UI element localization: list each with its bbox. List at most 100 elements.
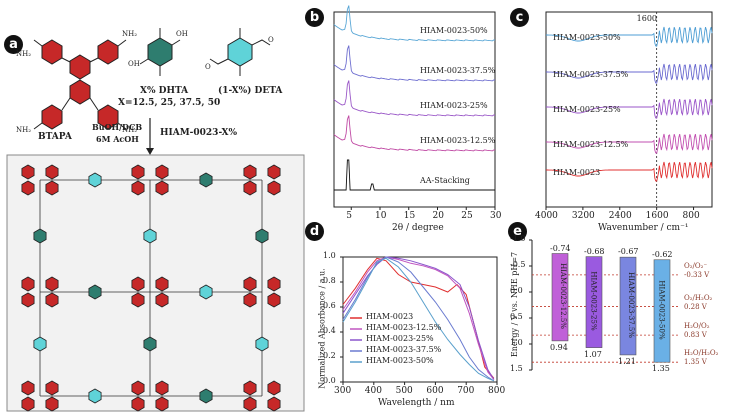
xrd-x-axis-label: 2θ / degree (392, 223, 444, 233)
linker-ring (33, 336, 47, 352)
btapa-ring (45, 276, 59, 292)
btapa-ring (45, 380, 59, 396)
ftir-x-axis-label: Wavenumber / cm⁻¹ (598, 223, 689, 233)
uvvis-series-line (342, 256, 495, 380)
ftir-series-line (546, 133, 713, 154)
ftir-series-line (546, 161, 713, 182)
ftir-annotation: 1600 (636, 14, 658, 23)
btapa-ring (45, 292, 59, 308)
linker-ring (199, 284, 213, 300)
nh2-label: NH₂ (16, 50, 32, 58)
uvvis-x-tick-label: 300 (334, 386, 352, 396)
band-cb-label: -0.67 (618, 247, 639, 257)
xrd-x-tick-label: 15 (403, 211, 416, 221)
btapa-ring (45, 164, 59, 180)
btapa-ring (243, 396, 257, 412)
band-y-tick-label: 1.0 (510, 338, 523, 347)
cof-framework (21, 164, 281, 412)
linker-ring (88, 284, 102, 300)
band-y-axis-label: Energy / V vs. NHE pH=7 (510, 251, 520, 358)
uvvis-y-tick-label: 0.2 (323, 351, 336, 360)
band-category-label: HIAM-0023-25% (589, 271, 598, 331)
ftir-x-tick-label: 2400 (608, 211, 632, 221)
btapa-label: BTAPA (38, 132, 72, 142)
linker-ring (255, 228, 269, 244)
xrd-series-label: AA-Stacking (420, 176, 470, 185)
dhta-label: X% DHTA (140, 86, 189, 96)
oh-label: OH (176, 30, 188, 38)
band-y-tick-label: 0.5 (510, 312, 523, 321)
condition-solvent: BuOH/DCB (92, 122, 143, 132)
btapa-molecule (33, 39, 127, 130)
btapa-ring (155, 276, 169, 292)
band-y-tick-label: 1.5 (510, 364, 523, 373)
uvvis-legend-label: HIAM-0023-12.5% (366, 323, 442, 332)
band-reference-value: -0.33 V (684, 270, 710, 279)
ftir-series-label: HIAM-0023-37.5% (553, 70, 629, 79)
band-cb-label: -0.68 (584, 246, 605, 256)
btapa-ring (267, 276, 281, 292)
uvvis-legend-label: HIAM-0023-25% (366, 334, 434, 343)
uvvis-legend-label: HIAM-0023 (366, 312, 414, 321)
band-reference-value: 0.28 V (684, 302, 707, 311)
xrd-series-line (333, 5, 496, 42)
btapa-ring (155, 396, 169, 412)
uvvis-x-tick-label: 700 (457, 386, 475, 396)
btapa-ring (131, 164, 145, 180)
btapa-ring (267, 380, 281, 396)
linker-ring (143, 336, 157, 352)
xrd-x-tick-label: 10 (375, 211, 387, 221)
linker-ring (143, 228, 157, 244)
band-category-label: HIAM-0023-50% (657, 280, 666, 340)
ftir-series-line (546, 26, 713, 47)
ftir-series-line (546, 63, 713, 84)
btapa-ring (131, 292, 145, 308)
btapa-ring (243, 380, 257, 396)
oh-label: OH (128, 60, 140, 68)
uvvis-legend-label: HIAM-0023-37.5% (366, 345, 442, 354)
xrd-series-label: HIAM-0023-12.5% (420, 136, 496, 145)
linker-ring (33, 228, 47, 244)
linker-ring (199, 388, 213, 404)
btapa-ring (131, 396, 145, 412)
band-vb-label: 1.35 (652, 364, 670, 374)
band-y-tick-label: 0.0 (510, 286, 523, 295)
nh2-label: NH₂ (122, 30, 138, 38)
xrd-x-tick-label: 5 (346, 211, 352, 221)
btapa-ring (21, 180, 35, 196)
xrd-series-label: HIAM-0023-37.5% (420, 66, 496, 75)
xrd-series-line (333, 115, 496, 152)
btapa-ring (267, 180, 281, 196)
band-cb-label: -0.74 (550, 243, 571, 253)
btapa-ring (267, 292, 281, 308)
band-reference-value: 1.35 V (684, 358, 707, 367)
btapa-ring (131, 276, 145, 292)
btapa-ring (243, 180, 257, 196)
band-category-label: HIAM-0023-12.5% (558, 263, 567, 330)
btapa-ring (45, 396, 59, 412)
ftir-plot-frame (545, 11, 713, 208)
xrd-series-label: HIAM-0023-50% (420, 26, 488, 35)
uvvis-y-tick-label: 0.4 (323, 326, 336, 335)
condition-acid: 6M AcOH (96, 134, 139, 144)
band-reference-label: H₂O/O₂ (684, 322, 710, 331)
btapa-ring (131, 180, 145, 196)
panel-label-c: c (510, 8, 529, 27)
btapa-ring (243, 164, 257, 180)
btapa-ring (155, 180, 169, 196)
ftir-series-label: HIAM-0023-25% (553, 105, 621, 114)
ftir-series-label: HIAM-0023 (553, 168, 601, 177)
btapa-ring (243, 292, 257, 308)
btapa-ring (155, 380, 169, 396)
panel-label-a: a (4, 35, 23, 54)
band-reference-label: O₂/H₂O₂ (684, 293, 713, 302)
linker-ring (255, 336, 269, 352)
band-category-label: HIAM-0023-37.5% (626, 272, 635, 338)
btapa-ring (131, 380, 145, 396)
btapa-ring (21, 396, 35, 412)
linker-ring (88, 388, 102, 404)
xrd-plot-frame (333, 11, 496, 208)
band-vb-label: 1.07 (584, 349, 602, 359)
panel-a-schematic (6, 28, 305, 412)
